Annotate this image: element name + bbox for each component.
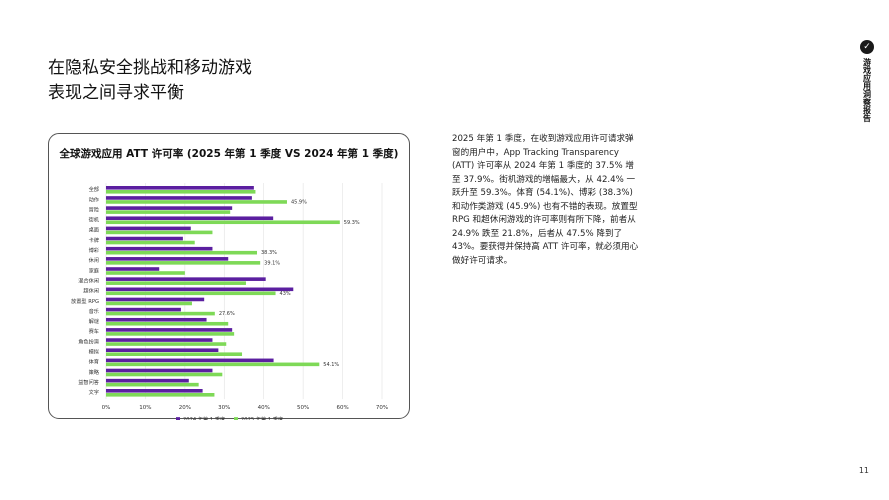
bar-2025 bbox=[106, 250, 258, 255]
page-title-line-2: 表现之间寻求平衡 bbox=[48, 83, 184, 103]
x-tick-label: 50% bbox=[297, 405, 309, 411]
category-label: 超休闲 bbox=[83, 287, 99, 295]
bar-2024 bbox=[106, 206, 233, 210]
page-title: 在隐私安全挑战和移动游戏 表现之间寻求平衡 bbox=[48, 56, 252, 106]
bar-2025 bbox=[106, 393, 215, 397]
category-label: 休闲 bbox=[89, 256, 99, 264]
bar-2024 bbox=[106, 317, 207, 322]
bar-2024 bbox=[106, 236, 183, 241]
bar-2024 bbox=[106, 287, 294, 292]
brand-logo-icon: ✓ bbox=[860, 40, 874, 54]
category-label: 博彩 bbox=[89, 246, 100, 254]
chart-card: 全球游戏应用 ATT 许可率 (2025 年第 1 季度 VS 2024 年第 … bbox=[48, 133, 410, 420]
category-label: 模拟 bbox=[89, 348, 100, 356]
legend-label: 2024 年第 1 季度 bbox=[183, 415, 225, 420]
bar-2024 bbox=[106, 358, 274, 363]
bar-2025 bbox=[106, 210, 231, 214]
category-label: 放置型 RPG bbox=[71, 297, 99, 305]
category-label: 策略 bbox=[89, 368, 100, 376]
category-label: 卡牌 bbox=[89, 236, 99, 244]
bar-2024 bbox=[106, 297, 205, 302]
category-label: 音乐 bbox=[89, 307, 99, 315]
bar-2024 bbox=[106, 186, 254, 190]
bar-2025 bbox=[106, 291, 276, 296]
bar-2024 bbox=[106, 216, 274, 221]
bar-2025 bbox=[106, 382, 199, 387]
bar-2024 bbox=[106, 389, 203, 393]
bar-2025 bbox=[106, 372, 223, 377]
category-label: 体育 bbox=[89, 358, 99, 366]
bar-2024 bbox=[106, 257, 229, 261]
x-tick-label: 30% bbox=[218, 405, 230, 411]
data-label: 27.6% bbox=[219, 311, 235, 317]
bar-2025 bbox=[106, 240, 195, 245]
category-label: 益智问答 bbox=[78, 378, 100, 386]
bar-2025 bbox=[106, 321, 229, 326]
x-tick-label: 70% bbox=[376, 405, 388, 411]
chart-title: 全球游戏应用 ATT 许可率 (2025 年第 1 季度 VS 2024 年第 … bbox=[59, 148, 399, 160]
bar-2025 bbox=[106, 342, 227, 346]
bar-2024 bbox=[106, 307, 181, 312]
side-brand: ✓ 游戏应用洞察报告 bbox=[859, 40, 875, 122]
category-label: 角色扮演 bbox=[78, 337, 99, 345]
bar-2024 bbox=[106, 328, 233, 332]
side-brand-text: 游戏应用洞察报告 bbox=[862, 58, 872, 122]
legend-swatch bbox=[234, 417, 238, 420]
category-label: 街机 bbox=[89, 216, 100, 224]
bar-2025 bbox=[106, 200, 287, 204]
bar-2024 bbox=[106, 348, 219, 352]
bar-2025 bbox=[106, 220, 340, 225]
x-tick-label: 10% bbox=[139, 405, 151, 411]
bar-2024 bbox=[106, 246, 213, 251]
bar-2024 bbox=[106, 338, 213, 342]
x-tick-label: 0% bbox=[102, 405, 111, 411]
legend-swatch bbox=[176, 417, 180, 420]
bar-2024 bbox=[106, 368, 213, 373]
category-label: 解谜 bbox=[89, 317, 100, 325]
bar-2025 bbox=[106, 230, 213, 235]
bar-2024 bbox=[106, 267, 160, 271]
category-label: 赛车 bbox=[89, 327, 99, 335]
x-tick-label: 20% bbox=[179, 405, 191, 411]
bar-chart: 0% 10% 20% 30% 40% 50% 60% 70% 全部动作冒险街机桌面卡牌博彩休闲家… bbox=[71, 183, 388, 420]
bar-2024 bbox=[106, 196, 252, 200]
data-label: 59.3% bbox=[344, 220, 360, 226]
bar-2024 bbox=[106, 226, 191, 231]
bar-2025 bbox=[106, 271, 185, 275]
bar-2025 bbox=[106, 261, 261, 265]
bar-2025 bbox=[106, 352, 243, 356]
x-tick-label: 40% bbox=[258, 405, 270, 411]
data-label: 43% bbox=[280, 291, 291, 297]
body-paragraph: 2025 年第 1 季度，在收到游戏应用许可请求弹窗的用户中，App Track… bbox=[452, 134, 639, 266]
bar-2024 bbox=[106, 378, 189, 383]
data-label: 39.1% bbox=[264, 260, 280, 266]
bar-2025 bbox=[106, 190, 256, 194]
legend-label: 2025 年第 1 季度 bbox=[241, 415, 283, 420]
category-label: 家庭 bbox=[89, 266, 99, 274]
bar-2024 bbox=[106, 277, 266, 281]
data-label: 54.1% bbox=[323, 362, 339, 368]
category-label: 冒险 bbox=[89, 205, 100, 213]
bar-2025 bbox=[106, 301, 192, 306]
category-label: 混合休闲 bbox=[78, 276, 99, 284]
bar-2025 bbox=[106, 311, 215, 316]
category-label: 动作 bbox=[89, 195, 99, 203]
category-label: 全部 bbox=[89, 185, 99, 193]
data-label: 38.3% bbox=[261, 250, 277, 256]
page-title-line-1: 在隐私安全挑战和移动游戏 bbox=[48, 58, 252, 78]
x-tick-label: 60% bbox=[336, 405, 348, 411]
category-label: 桌面 bbox=[89, 226, 99, 234]
bar-2025 bbox=[106, 332, 235, 336]
bar-2025 bbox=[106, 362, 320, 367]
data-label: 45.9% bbox=[291, 199, 307, 205]
bar-2025 bbox=[106, 281, 246, 285]
page-number: 11 bbox=[858, 466, 869, 475]
category-label: 文字 bbox=[89, 388, 99, 396]
